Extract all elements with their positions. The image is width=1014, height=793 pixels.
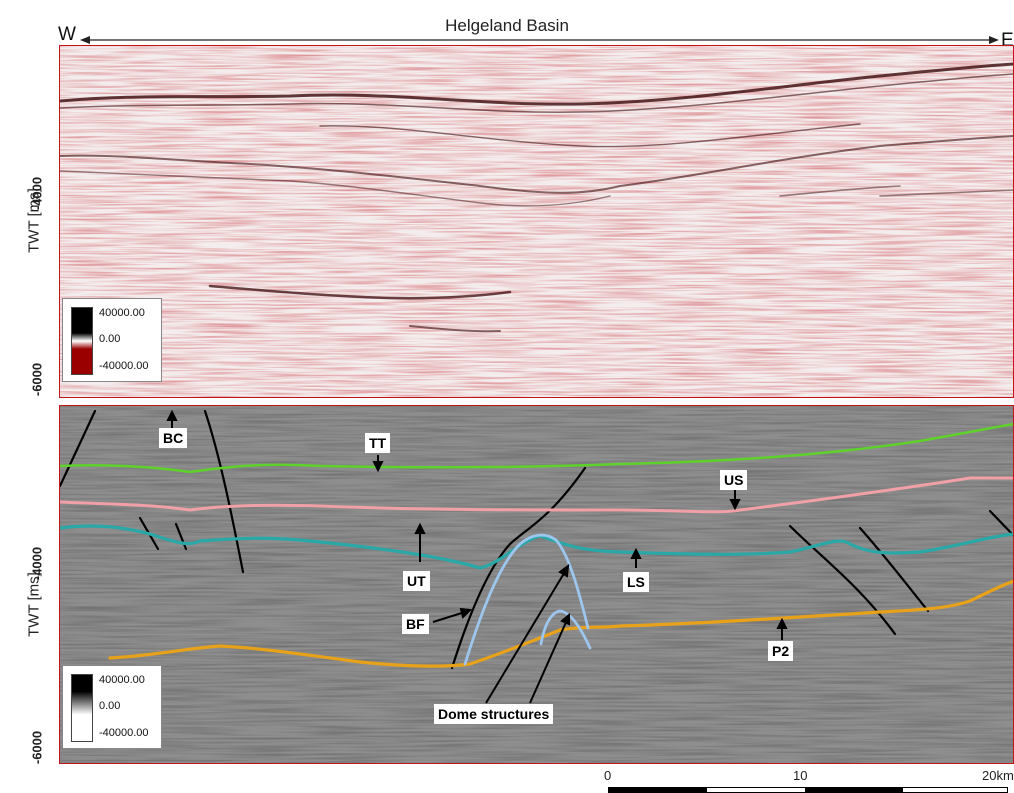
scale-tick-20km: 20km	[982, 768, 1014, 783]
top-seismic-panel	[60, 46, 1014, 398]
top-colorbar	[71, 307, 93, 375]
bottom-seismic-panel	[60, 406, 1014, 763]
scale-tick-0: 0	[604, 768, 612, 783]
scale-bar	[608, 787, 1008, 793]
bottom-legend-low: -40000.00	[99, 727, 149, 739]
top-legend-high: 40000.00	[99, 307, 145, 319]
bottom-seismic-image	[60, 406, 1014, 763]
bottom-colorbar-legend: 40000.00 0.00 -40000.00	[62, 665, 162, 749]
top-colorbar-legend: 40000.00 0.00 -40000.00	[62, 298, 162, 382]
label-ut: UT	[403, 571, 430, 591]
top-legend-low: -40000.00	[99, 360, 149, 372]
label-bf: BF	[402, 614, 429, 634]
label-tt: TT	[365, 433, 391, 453]
label-dome-structures: Dome structures	[434, 704, 554, 724]
label-us: US	[720, 470, 748, 490]
scale-tick-10: 10	[793, 768, 808, 783]
bottom-legend-high: 40000.00	[99, 674, 145, 686]
bottom-colorbar	[71, 674, 93, 742]
top-legend-mid: 0.00	[99, 333, 121, 345]
direction-arrow	[80, 36, 999, 44]
top-seismic-image	[60, 46, 1014, 398]
label-ls: LS	[623, 572, 649, 592]
label-bc: BC	[159, 428, 188, 448]
west-label: W	[58, 24, 76, 45]
bottom-legend-mid: 0.00	[99, 700, 121, 712]
label-p2: P2	[768, 641, 794, 661]
section-title: Helgeland Basin	[445, 16, 569, 35]
